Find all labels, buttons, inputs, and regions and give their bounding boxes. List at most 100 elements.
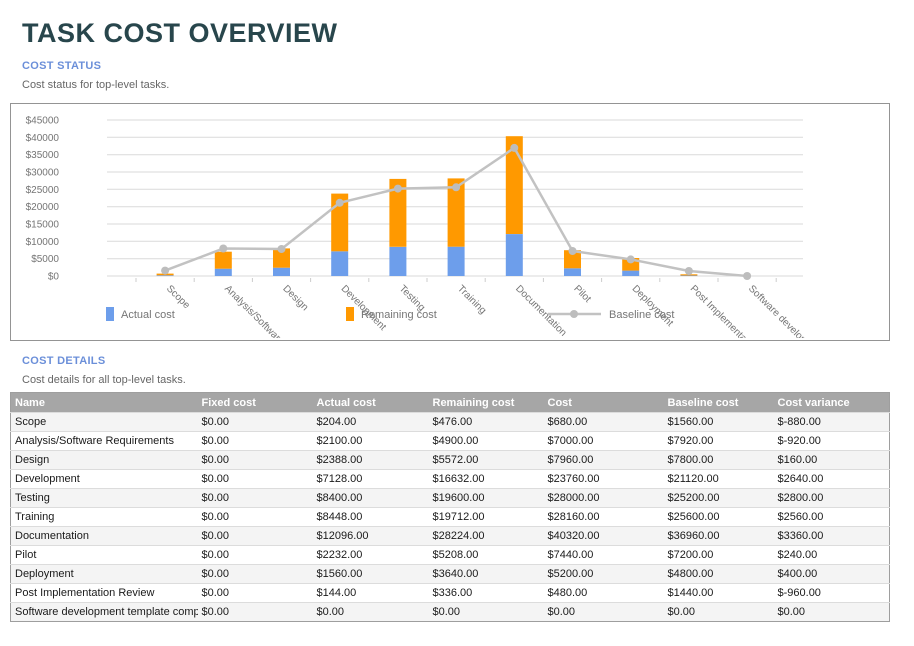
cost-value-cell: $2640.00 bbox=[773, 469, 890, 489]
task-name-cell: Documentation bbox=[10, 526, 198, 546]
table-row-pilot: Pilot $0.00 $2232.00 $5208.00 $7440.00 $7200.… bbox=[10, 545, 890, 565]
column-header-name: Name bbox=[10, 392, 198, 413]
baseline-cost-legend-marker bbox=[570, 310, 578, 318]
cost-value-cell: $0.00 bbox=[197, 507, 313, 527]
cost-value-cell: $19600.00 bbox=[428, 488, 544, 508]
actual-cost-bar bbox=[389, 246, 407, 276]
cost-value-cell: $36960.00 bbox=[663, 526, 774, 546]
table-row-scope: Scope $0.00 $204.00 $476.00 $680.00 $1560.00 $… bbox=[10, 412, 890, 432]
chart-x-axis-labels: Scope Analysis/Software RequirementsDesig… bbox=[164, 283, 884, 338]
task-name-cell: Post Implementation Review bbox=[10, 583, 198, 603]
cost-value-cell: $7128.00 bbox=[312, 469, 429, 489]
svg-text:$0: $0 bbox=[48, 272, 60, 283]
remaining-cost-legend-label: Remaining cost bbox=[361, 309, 437, 321]
chart-legend: Actual cost Remaining cost Baseline cost bbox=[106, 307, 674, 321]
baseline-cost-point bbox=[161, 266, 170, 275]
chart-baseline-line bbox=[161, 143, 752, 280]
cost-value-cell: $1560.00 bbox=[663, 412, 774, 432]
svg-text:$15000: $15000 bbox=[26, 220, 60, 231]
actual-cost-bar bbox=[156, 275, 174, 276]
table-row-analysis-software-requirements: Analysis/Software Requirements $0.00 $2100… bbox=[10, 431, 890, 451]
page-title: TASK COST OVERVIEW bbox=[22, 18, 338, 48]
baseline-cost-point bbox=[219, 244, 228, 253]
cost-value-cell: $336.00 bbox=[428, 583, 544, 603]
table-row-post-implementation-review: Post Implementation Review $0.00 $144.00 $3… bbox=[10, 583, 890, 603]
table-header-row: Name Fixed cost Actual cost Remaining cost C… bbox=[10, 392, 890, 413]
actual-cost-bar bbox=[622, 270, 640, 276]
cost-value-cell: $12096.00 bbox=[312, 526, 429, 546]
remaining-cost-bar bbox=[389, 178, 407, 247]
cost-value-cell: $240.00 bbox=[773, 545, 890, 565]
svg-text:Documentation: Documentation bbox=[513, 283, 568, 338]
cost-value-cell: $0.00 bbox=[773, 602, 890, 622]
cost-value-cell: $7440.00 bbox=[543, 545, 664, 565]
cost-value-cell: $28224.00 bbox=[428, 526, 544, 546]
cost-status-heading: COST STATUS bbox=[22, 60, 102, 72]
svg-text:Pilot: Pilot bbox=[571, 283, 593, 305]
cost-value-cell: $0.00 bbox=[197, 583, 313, 603]
baseline-cost-point bbox=[510, 143, 519, 152]
svg-text:Design: Design bbox=[280, 283, 310, 313]
svg-text:Training: Training bbox=[455, 283, 488, 316]
baseline-cost-point bbox=[393, 184, 402, 193]
cost-value-cell: $2232.00 bbox=[312, 545, 429, 565]
cost-value-cell: $40320.00 bbox=[543, 526, 664, 546]
table-row-design: Design $0.00 $2388.00 $5572.00 $7960.00 $7800… bbox=[10, 450, 890, 470]
svg-text:Analysis/Software Requirements: Analysis/Software Requirements bbox=[222, 283, 332, 338]
cost-details-table: Name Fixed cost Actual cost Remaining cost C… bbox=[10, 392, 890, 622]
svg-text:$10000: $10000 bbox=[26, 237, 60, 248]
column-header-actual-cost: Actual cost bbox=[312, 392, 429, 413]
svg-text:$45000: $45000 bbox=[26, 116, 60, 127]
cost-value-cell: $160.00 bbox=[773, 450, 890, 470]
cost-value-cell: $16632.00 bbox=[428, 469, 544, 489]
cost-value-cell: $1560.00 bbox=[312, 564, 429, 584]
task-name-cell: Deployment bbox=[10, 564, 198, 584]
actual-cost-bar bbox=[447, 246, 465, 276]
task-name-cell: Analysis/Software Requirements bbox=[10, 431, 198, 451]
cost-value-cell: $25200.00 bbox=[663, 488, 774, 508]
table-row-training: Training $0.00 $8448.00 $19712.00 $28160.00 $… bbox=[10, 507, 890, 527]
cost-value-cell: $0.00 bbox=[663, 602, 774, 622]
cost-value-cell: $5200.00 bbox=[543, 564, 664, 584]
svg-text:$30000: $30000 bbox=[26, 168, 60, 179]
cost-value-cell: $2800.00 bbox=[773, 488, 890, 508]
remaining-cost-bar bbox=[214, 251, 232, 269]
column-header-cost-variance: Cost variance bbox=[773, 392, 890, 413]
actual-cost-legend-swatch bbox=[106, 307, 114, 321]
baseline-cost-point bbox=[568, 247, 577, 255]
cost-value-cell: $476.00 bbox=[428, 412, 544, 432]
table-row-testing: Testing $0.00 $8400.00 $19600.00 $28000.00 $2… bbox=[10, 488, 890, 508]
cost-value-cell: $3360.00 bbox=[773, 526, 890, 546]
cost-value-cell: $0.00 bbox=[197, 564, 313, 584]
task-name-cell: Design bbox=[10, 450, 198, 470]
cost-value-cell: $0.00 bbox=[197, 526, 313, 546]
remaining-cost-legend-swatch bbox=[346, 307, 354, 321]
cost-status-chart: $0 $5000 $10000 $15000 $20000 $25000 $30000 $35… bbox=[10, 103, 890, 341]
cost-value-cell: $-960.00 bbox=[773, 583, 890, 603]
cost-value-cell: $7800.00 bbox=[663, 450, 774, 470]
table-row-development: Development $0.00 $7128.00 $16632.00 $23760.… bbox=[10, 469, 890, 489]
baseline-cost-point bbox=[277, 245, 286, 253]
svg-text:$5000: $5000 bbox=[31, 254, 59, 265]
svg-text:Software development template: Software development template complete bbox=[746, 283, 884, 338]
cost-value-cell: $5208.00 bbox=[428, 545, 544, 565]
column-header-baseline-cost: Baseline cost bbox=[663, 392, 774, 413]
task-name-cell: Pilot bbox=[10, 545, 198, 565]
cost-value-cell: $0.00 bbox=[197, 545, 313, 565]
column-header-cost: Cost bbox=[543, 392, 664, 413]
svg-text:Deployment: Deployment bbox=[630, 283, 676, 329]
table-row-software-development-template-complete: Software development template complete $0… bbox=[10, 602, 890, 622]
cost-value-cell: $0.00 bbox=[543, 602, 664, 622]
remaining-cost-bar bbox=[273, 248, 290, 268]
cost-value-cell: $480.00 bbox=[543, 583, 664, 603]
cost-value-cell: $1440.00 bbox=[663, 583, 774, 603]
cost-value-cell: $0.00 bbox=[312, 602, 429, 622]
baseline-cost-point bbox=[626, 255, 635, 264]
actual-cost-bar bbox=[214, 268, 232, 276]
cost-value-cell: $400.00 bbox=[773, 564, 890, 584]
cost-value-cell: $2100.00 bbox=[312, 431, 429, 451]
cost-value-cell: $28160.00 bbox=[543, 507, 664, 527]
cost-value-cell: $8400.00 bbox=[312, 488, 429, 508]
actual-cost-bar bbox=[331, 251, 349, 276]
svg-text:$20000: $20000 bbox=[26, 202, 60, 213]
